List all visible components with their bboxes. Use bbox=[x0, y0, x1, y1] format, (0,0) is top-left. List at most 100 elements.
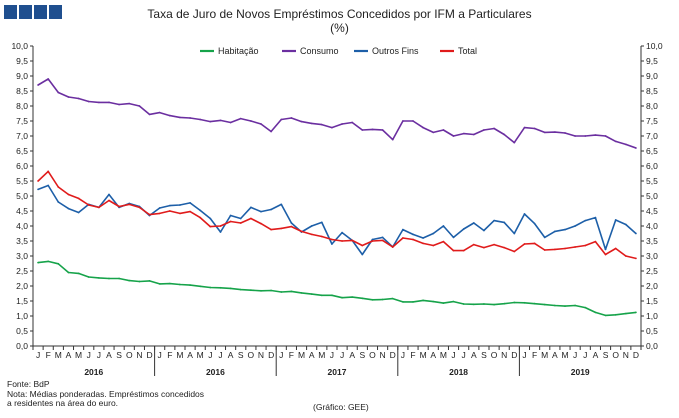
data-point bbox=[412, 120, 414, 122]
data-point bbox=[452, 300, 455, 303]
data-point bbox=[199, 118, 202, 121]
data-point bbox=[128, 203, 131, 206]
data-point bbox=[412, 301, 414, 303]
data-point bbox=[564, 305, 566, 307]
data-point bbox=[219, 225, 222, 227]
data-point bbox=[47, 78, 50, 80]
axes: 0,0 0,0 0,5 0,5 1,0 1,0 1,5 1,5 2,0 2,0 2,5 2,5 3,0 3… bbox=[11, 41, 662, 351]
legend: Habitação Consumo Outros Fins Total bbox=[200, 46, 477, 56]
x-tick-label: S bbox=[481, 350, 487, 360]
data-point bbox=[361, 253, 364, 256]
data-point bbox=[513, 250, 516, 253]
x-tick-label: A bbox=[106, 350, 112, 360]
data-point bbox=[432, 300, 435, 303]
data-point bbox=[604, 135, 607, 137]
data-point bbox=[87, 204, 90, 206]
data-point bbox=[523, 301, 526, 304]
data-point bbox=[168, 204, 171, 207]
data-point bbox=[543, 249, 546, 251]
data-point bbox=[108, 199, 110, 202]
data-point bbox=[412, 238, 414, 241]
x-tick-label: M bbox=[318, 350, 325, 360]
data-point bbox=[533, 242, 536, 245]
data-point bbox=[361, 297, 364, 300]
data-point bbox=[472, 133, 475, 136]
y-tick-label-left: 5,0 bbox=[16, 191, 28, 201]
y-tick-label-right: 7,5 bbox=[646, 116, 658, 126]
data-point bbox=[37, 261, 39, 264]
data-point bbox=[412, 233, 414, 236]
y-tick-label-left: 3,0 bbox=[16, 251, 28, 261]
data-point bbox=[67, 96, 70, 98]
data-point bbox=[614, 140, 617, 143]
x-tick-label: A bbox=[309, 350, 315, 360]
series-points bbox=[37, 184, 637, 256]
data-point bbox=[300, 120, 303, 123]
x-tick-label: A bbox=[66, 350, 72, 360]
data-point bbox=[574, 246, 576, 248]
data-point bbox=[604, 248, 607, 251]
x-tick-label: O bbox=[248, 350, 255, 360]
x-tick-label: A bbox=[349, 350, 355, 360]
data-point bbox=[108, 193, 110, 196]
data-point bbox=[229, 287, 232, 290]
data-point bbox=[483, 229, 485, 232]
x-tick-label: O bbox=[126, 350, 133, 360]
data-point bbox=[472, 303, 475, 306]
data-point bbox=[57, 201, 60, 203]
data-point bbox=[624, 255, 627, 257]
data-point bbox=[432, 131, 435, 134]
series-points bbox=[37, 78, 637, 149]
data-point bbox=[371, 128, 374, 131]
data-point bbox=[168, 114, 171, 117]
data-point bbox=[635, 257, 637, 260]
data-point bbox=[391, 297, 394, 300]
data-point bbox=[483, 129, 485, 131]
y-tick-label-left: 0,5 bbox=[16, 326, 28, 336]
data-point bbox=[543, 131, 546, 134]
series-group bbox=[37, 78, 637, 317]
x-tick-label: J bbox=[208, 350, 212, 360]
x-tick-label: A bbox=[552, 350, 558, 360]
data-point bbox=[47, 184, 50, 187]
chart-title: Taxa de Juro de Novos Empréstimos Conced… bbox=[147, 7, 532, 21]
data-point bbox=[98, 101, 100, 104]
data-point bbox=[300, 230, 303, 233]
data-point bbox=[219, 119, 222, 122]
y-tick-label-right: 5,0 bbox=[646, 191, 658, 201]
data-point bbox=[503, 302, 506, 305]
chart-unit: (%) bbox=[330, 21, 349, 35]
data-point bbox=[422, 242, 424, 245]
y-tick-label-right: 4,0 bbox=[646, 221, 658, 231]
x-tick-label: A bbox=[471, 350, 477, 360]
data-point bbox=[554, 304, 556, 307]
x-tick-label: J bbox=[573, 350, 577, 360]
data-point bbox=[533, 127, 536, 130]
data-point bbox=[189, 210, 192, 213]
data-point bbox=[320, 123, 323, 126]
x-tick-label: M bbox=[55, 350, 62, 360]
data-point bbox=[472, 222, 475, 224]
data-point bbox=[341, 123, 343, 125]
data-point bbox=[239, 288, 242, 291]
data-point bbox=[402, 301, 404, 303]
y-tick-label-right: 1,5 bbox=[646, 296, 658, 306]
data-point bbox=[523, 126, 526, 129]
x-year-label: 2019 bbox=[571, 367, 590, 377]
y-tick-label-right: 0,5 bbox=[646, 326, 658, 336]
data-point bbox=[442, 225, 445, 227]
series-line bbox=[37, 184, 637, 256]
y-tick-label-left: 6,0 bbox=[16, 161, 28, 171]
data-point bbox=[209, 217, 212, 220]
x-tick-label: D bbox=[633, 350, 639, 360]
data-point bbox=[209, 120, 212, 123]
data-point bbox=[148, 113, 151, 116]
data-point bbox=[483, 303, 485, 305]
data-point bbox=[381, 298, 384, 301]
data-point bbox=[128, 102, 131, 105]
data-point bbox=[290, 290, 293, 293]
data-point bbox=[239, 222, 242, 224]
data-point bbox=[280, 118, 283, 121]
x-year-label: 2017 bbox=[328, 367, 347, 377]
